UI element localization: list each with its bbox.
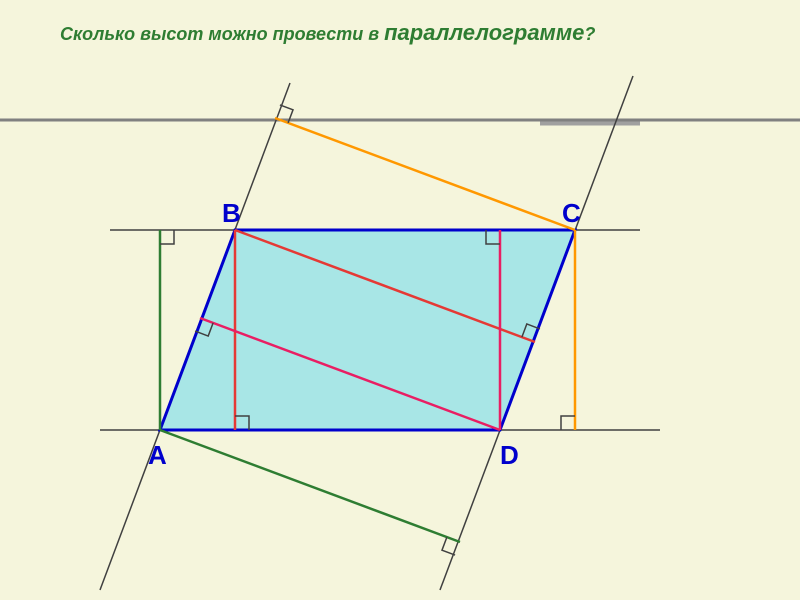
slide: Сколько высот можно провести в параллело… [0,0,800,600]
title-part3: ? [584,24,595,44]
vertex-label-a: A [148,440,167,471]
diagram-svg [0,0,800,600]
vertex-label-b: B [222,198,241,229]
vertex-label-d: D [500,440,519,471]
slide-title: Сколько высот можно провести в параллело… [60,20,595,46]
title-emphasis: параллелограмме [384,20,584,45]
title-part1: Сколько высот можно провести в [60,24,384,44]
vertex-label-c: C [562,198,581,229]
